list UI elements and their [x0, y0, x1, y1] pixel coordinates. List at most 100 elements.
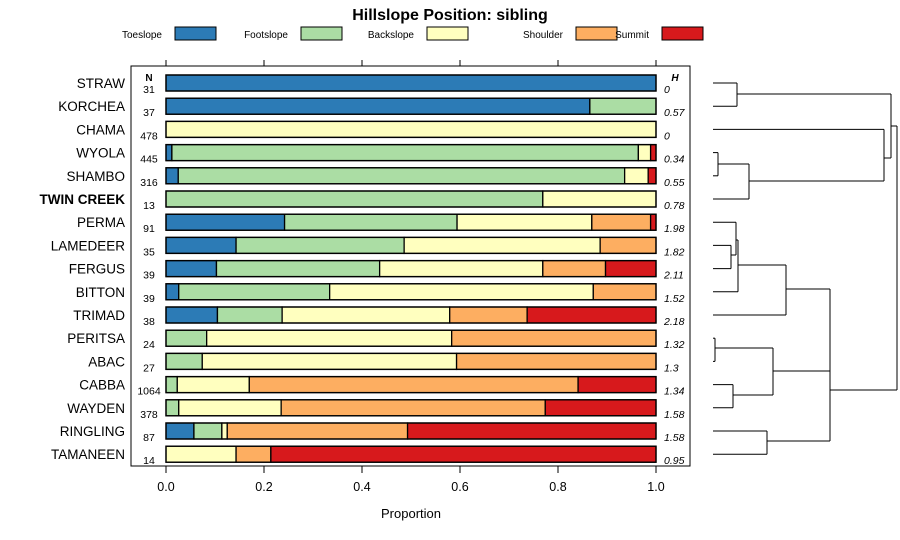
- bar-segment: [403, 236, 601, 255]
- bar-segment: [649, 213, 657, 231]
- bar-segment: [165, 283, 180, 301]
- bar-segment: [649, 143, 657, 162]
- h-value: 0.57: [664, 107, 686, 119]
- legend: Toeslope Footslope Backslope Shoulder Summit: [122, 26, 704, 41]
- category-label: TAMANEEN: [51, 447, 125, 462]
- legend-label: Shoulder: [523, 30, 564, 41]
- bar-segment: [451, 329, 657, 347]
- h-value: 0.55: [664, 177, 685, 189]
- bar-segment: [577, 375, 657, 394]
- bar-segment: [235, 236, 405, 255]
- row: TRIMAD 38 2.18: [73, 306, 685, 328]
- x-tick-label: 0.8: [549, 480, 566, 494]
- h-value: 1.58: [664, 432, 685, 444]
- bar-outline: [165, 306, 657, 324]
- n-value: 27: [143, 362, 155, 374]
- bar-segment: [544, 399, 657, 417]
- row: TWIN CREEK 13 0.78: [40, 190, 685, 212]
- legend-label: Summit: [615, 30, 649, 41]
- bar-segment: [165, 306, 219, 324]
- n-value: 38: [143, 316, 155, 328]
- bar-outline: [165, 259, 657, 278]
- bar-segment: [176, 375, 250, 394]
- bar-segment: [637, 143, 652, 162]
- category-label: LAMEDEER: [51, 238, 126, 253]
- bar-segment: [542, 190, 657, 208]
- bar-segment: [165, 375, 178, 394]
- legend-label: Footslope: [244, 30, 288, 41]
- h-value: 2.18: [663, 316, 685, 328]
- x-axis: 0.0 0.2 0.4 0.6 0.8 1.0: [157, 466, 665, 494]
- n-value: 445: [140, 154, 158, 166]
- bar-segment: [281, 306, 451, 324]
- x-tick-label: 0.4: [353, 480, 370, 494]
- bar-segment: [221, 422, 228, 440]
- category-label: WYOLA: [76, 146, 125, 161]
- bar-segment: [280, 399, 546, 417]
- bar-segment: [283, 213, 458, 231]
- row: CABBA 1064 1.34: [79, 375, 685, 398]
- bar-segment: [165, 97, 591, 115]
- h-value: 1.32: [664, 339, 685, 351]
- x-tick-label: 0.0: [157, 480, 174, 494]
- category-label: FERGUS: [69, 262, 125, 277]
- n-value: 39: [143, 293, 155, 305]
- row: LAMEDEER 35 1.82: [51, 236, 685, 258]
- bar-rows: STRAW 31 0 KORCHEA 37 0.57 CHAMA 478 0 WYOLA 445 0.…: [40, 74, 686, 467]
- legend-swatch: [174, 26, 217, 41]
- bar-segment: [165, 399, 180, 417]
- bar-segment: [604, 259, 657, 278]
- bar-outline: [165, 120, 657, 139]
- n-header: N: [145, 73, 152, 84]
- category-label: RINGLING: [60, 424, 125, 439]
- row: PERMA 91 1.98: [77, 213, 685, 235]
- bar-segment: [165, 236, 237, 255]
- bar-segment: [270, 445, 657, 463]
- row: BITTON 39 1.52: [76, 283, 685, 305]
- bar-outline: [165, 190, 657, 208]
- category-label: PERMA: [77, 215, 125, 230]
- h-value: 1.58: [664, 409, 685, 421]
- n-value: 39: [143, 270, 155, 282]
- bar-outline: [165, 375, 657, 394]
- x-tick-label: 0.2: [255, 480, 272, 494]
- chart-title: Hillslope Position: sibling: [352, 7, 548, 24]
- bar-outline: [165, 399, 657, 417]
- bar-segment: [165, 120, 657, 139]
- bar-segment: [165, 445, 237, 463]
- row: CHAMA 478 0: [76, 120, 670, 142]
- row: STRAW 31 0: [77, 74, 670, 96]
- bar-segment: [193, 422, 223, 440]
- n-value: 14: [143, 455, 155, 467]
- n-value: 478: [140, 130, 158, 142]
- x-tick-label: 0.6: [451, 480, 468, 494]
- bar-segment: [449, 306, 528, 324]
- category-label: CHAMA: [76, 122, 125, 137]
- row: WAYDEN 378 1.58: [67, 399, 685, 421]
- bar-outline: [165, 329, 657, 347]
- bar-outline: [165, 422, 657, 440]
- bar-segment: [165, 167, 179, 185]
- bar-segment: [599, 236, 657, 255]
- h-value: 2.11: [663, 270, 684, 282]
- bar-segment: [165, 422, 195, 440]
- category-label: WAYDEN: [67, 401, 125, 416]
- bar-segment: [542, 259, 607, 278]
- h-value: 1.98: [664, 223, 685, 235]
- plot-frame: [130, 65, 691, 467]
- h-value: 0: [664, 84, 670, 96]
- top-ticks: [165, 60, 657, 66]
- dendrogram: [713, 82, 898, 455]
- n-value: 37: [143, 107, 155, 119]
- bar-segment: [165, 190, 544, 208]
- category-label: SHAMBO: [66, 169, 125, 184]
- bar-outline: [165, 213, 657, 231]
- row: TAMANEEN 14 0.95: [51, 445, 685, 467]
- bar-segment: [165, 74, 657, 92]
- h-header: H: [671, 73, 679, 84]
- x-tick-label: 1.0: [647, 480, 664, 494]
- bar-segment: [226, 422, 409, 440]
- bar-segment: [406, 422, 657, 440]
- bar-segment: [165, 143, 173, 162]
- bar-segment: [216, 306, 283, 324]
